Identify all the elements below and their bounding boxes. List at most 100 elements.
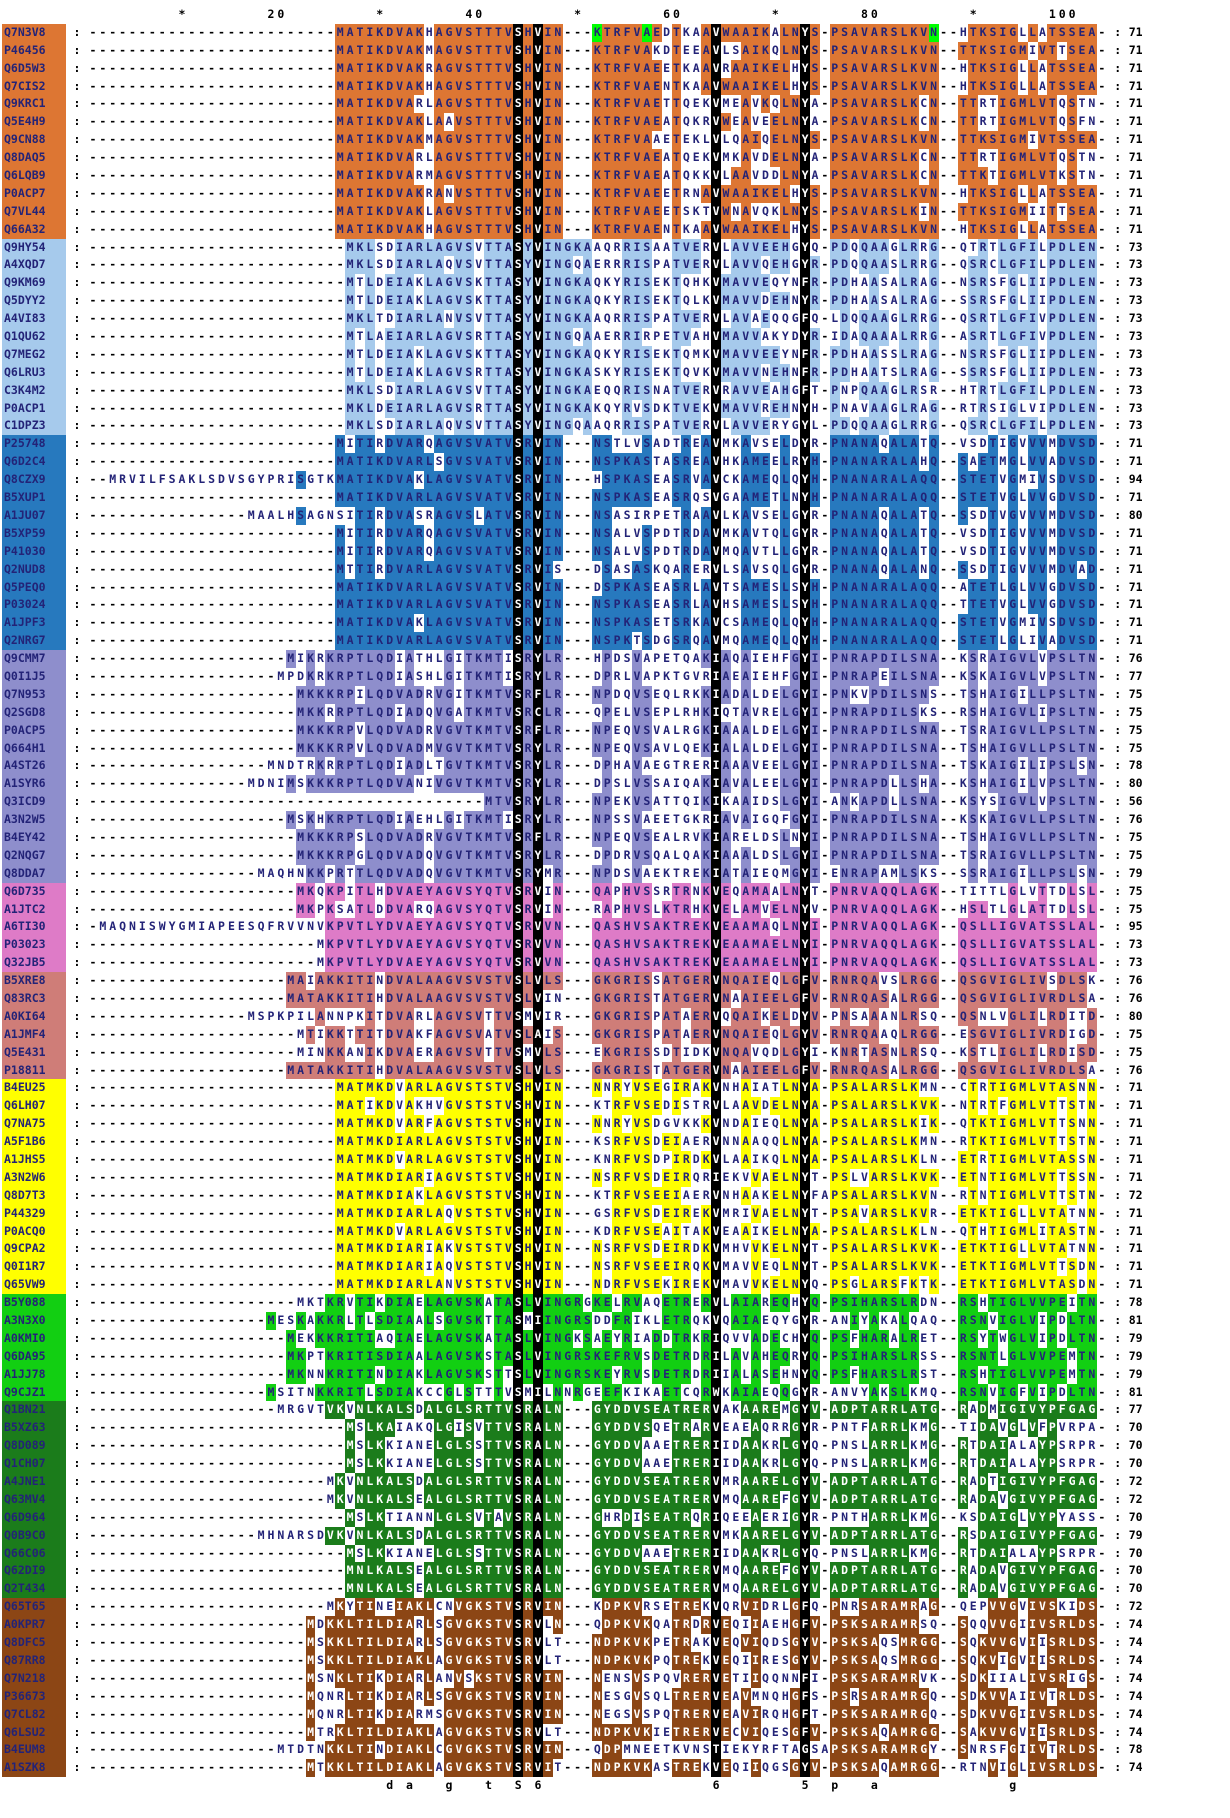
alignment-row[interactable]: P18811: - - - - - - - - - - - - - - - - - - - - M A T A K K I T I H D V A… [2, 1061, 1230, 1080]
alignment-row[interactable]: Q0I1J5: - - - - - - - - - - - - - - - - - - - M P D K R K R P T L Q D I A… [2, 667, 1230, 686]
alignment-row[interactable]: Q1QU62: - - - - - - - - - - - - - - - - - - - - - - - - - - M T L A E I A… [2, 328, 1230, 346]
alignment-row[interactable]: P0ACP7: - - - - - - - - - - - - - - - - - - - - - - - - - M A T I K D V A… [2, 184, 1230, 203]
alignment-row[interactable]: Q8CZX9: - - M R V I L F S A K L S D V S G Y P R I S G T K M A T I K D V A… [2, 471, 1230, 490]
alignment-row[interactable]: Q7MEG2: - - - - - - - - - - - - - - - - - - - - - - - - - - M T L D E I A… [2, 345, 1230, 364]
alignment-row[interactable]: Q7N953: - - - - - - - - - - - - - - - - - - - - - M K K K R P I L Q D V A… [2, 685, 1230, 704]
alignment-row[interactable]: B5XRE8: - - - - - - - - - - - - - - - - - - - - M A I A K K I T I N D V A… [2, 972, 1230, 990]
alignment-row[interactable]: Q664H1: - - - - - - - - - - - - - - - - - - - - - M K K K R P V L Q D V A… [2, 739, 1230, 758]
alignment-row[interactable]: Q6DA95: - - - - - - - - - - - - - - - - - - - - M K P T K R I T I S D I A… [2, 1347, 1230, 1366]
alignment-row[interactable]: A1JMF4: - - - - - - - - - - - - - - - - - - - - - M T I K K T T I T D V A… [2, 1025, 1230, 1044]
alignment-row[interactable]: Q63MV4: - - - - - - - - - - - - - - - - - - - - - - - - M K V N L K A L S… [2, 1490, 1230, 1509]
alignment-row[interactable]: P44329: - - - - - - - - - - - - - - - - - - - - - - - - - M A T M K D I A… [2, 1204, 1230, 1223]
alignment-row[interactable]: C1DPZ3: - - - - - - - - - - - - - - - - - - - - - - - - - - M K L S D I A… [2, 417, 1230, 436]
alignment-row[interactable]: P46456: - - - - - - - - - - - - - - - - - - - - - - - - - M A T I K D V A… [2, 41, 1230, 60]
alignment-row[interactable]: Q62DI9: - - - - - - - - - - - - - - - - - - - - - - - - - - M N L K A L S… [2, 1562, 1230, 1581]
sequence-id: A1JPF3 [2, 614, 66, 633]
alignment-row[interactable]: Q6LRU3: - - - - - - - - - - - - - - - - - - - - - - - - - - M T L D E I A… [2, 363, 1230, 382]
alignment-row[interactable]: A3N2W5: - - - - - - - - - - - - - - - - - - - - M S K H K R P T L Q D I A… [2, 811, 1230, 829]
alignment-row[interactable]: Q2SGD8: - - - - - - - - - - - - - - - - - - - - - M K K R R P T L Q D I A… [2, 703, 1230, 722]
alignment-row[interactable]: Q6D5W3: - - - - - - - - - - - - - - - - - - - - - - - - - M A T I K D V A… [2, 59, 1230, 78]
alignment-row[interactable]: A1JPF3: - - - - - - - - - - - - - - - - - - - - - - - - - M A T I K D V A… [2, 614, 1230, 633]
alignment-row[interactable]: Q9CPA2: - - - - - - - - - - - - - - - - - - - - - - - - - M A T M K D I A… [2, 1240, 1230, 1259]
alignment-row[interactable]: Q5PEQ0: - - - - - - - - - - - - - - - - - - - - - - - - - M A T I K D V A… [2, 578, 1230, 597]
alignment-row[interactable]: P03024: - - - - - - - - - - - - - - - - - - - - - - - - - M A T I K D V A… [2, 596, 1230, 615]
alignment-row[interactable]: Q2T434: - - - - - - - - - - - - - - - - - - - - - - - - - - M N L K A L S… [2, 1580, 1230, 1599]
alignment-row[interactable]: Q65T65: - - - - - - - - - - - - - - - - - - - - - - - - M K Y T I N E I A… [2, 1598, 1230, 1617]
alignment-row[interactable]: A4ST26: - - - - - - - - - - - - - - - - - - M N D T R K R R P T L Q D I A… [2, 757, 1230, 776]
alignment-row[interactable]: A5F1B6: - - - - - - - - - - - - - - - - - - - - - - - - - M A T M K D I A… [2, 1133, 1230, 1152]
alignment-row[interactable]: B5XP59: - - - - - - - - - - - - - - - - - - - - - - - - - M I T I R D V A… [2, 524, 1230, 543]
alignment-row[interactable]: A1JU07: - - - - - - - - - - - - - - - - M A A L H S A G N S I T I R D V A… [2, 506, 1230, 525]
alignment-row[interactable]: Q6LSU2: - - - - - - - - - - - - - - - - - - - - - - M T R K L T I L D I A… [2, 1723, 1230, 1742]
alignment-row[interactable]: Q9CJZ1: - - - - - - - - - - - - - - - - - - M S I T N K K R I T L S D I A… [2, 1383, 1230, 1402]
alignment-row[interactable]: P0ACQ0: - - - - - - - - - - - - - - - - - - - - - - - - - M A T M K D V A… [2, 1222, 1230, 1241]
alignment-row[interactable]: Q2NUD8: - - - - - - - - - - - - - - - - - - - - - - - - - M T T I R D V A… [2, 560, 1230, 579]
alignment-row[interactable]: Q5E4H9: - - - - - - - - - - - - - - - - - - - - - - - - - M A T I K D V A… [2, 113, 1230, 132]
alignment-row[interactable]: C3K4M2: - - - - - - - - - - - - - - - - - - - - - - - - - - M K L S D I A… [2, 381, 1230, 400]
alignment-row[interactable]: Q83RC3: - - - - - - - - - - - - - - - - - - - - M A T A K K I T I H D V A… [2, 989, 1230, 1008]
residue-count: 78 [1128, 758, 1143, 773]
alignment-row[interactable]: Q8DFC5: - - - - - - - - - - - - - - - - - - - - - - M S K K L T I L D I A… [2, 1634, 1230, 1652]
alignment-row[interactable]: P25748: - - - - - - - - - - - - - - - - - - - - - - - - - M I T I R D V A… [2, 435, 1230, 454]
alignment-row[interactable]: A0KPR7: - - - - - - - - - - - - - - - - - - - - - - M D K K L T I L D I A… [2, 1616, 1230, 1635]
alignment-row[interactable]: Q9HY54: - - - - - - - - - - - - - - - - - - - - - - - - - - M K L S D I A… [2, 238, 1230, 257]
alignment-row[interactable]: Q9CN88: - - - - - - - - - - - - - - - - - - - - - - - - - M A T I K D V A… [2, 131, 1230, 150]
alignment-row[interactable]: Q7CL82: - - - - - - - - - - - - - - - - - - - - - - M Q N R L T I K D I A… [2, 1705, 1230, 1724]
alignment-row[interactable]: A1SZK8: - - - - - - - - - - - - - - - - - - - - - - M T K K L T I L D I A… [2, 1759, 1230, 1778]
alignment-row[interactable]: Q9CMM7: - - - - - - - - - - - - - - - - - - - - M I K R K R P T L Q D I A… [2, 650, 1230, 668]
alignment-row[interactable]: Q6D2C4: - - - - - - - - - - - - - - - - - - - - - - - - - M A T I K D V A… [2, 453, 1230, 472]
alignment-row[interactable]: Q8DDA7: - - - - - - - - - - - - - - - - - M A Q H N K K P R T T L Q D V A… [2, 864, 1230, 883]
alignment-row[interactable]: Q2NRG7: - - - - - - - - - - - - - - - - - - - - - - - - - M A T I K D V A… [2, 632, 1230, 651]
alignment-row[interactable]: A1JHS5: - - - - - - - - - - - - - - - - - - - - - - - - - M A T M K D V A… [2, 1151, 1230, 1169]
alignment-row[interactable]: B4EU25: - - - - - - - - - - - - - - - - - - - - - - - - - M A T M K D V A… [2, 1079, 1230, 1098]
alignment-row[interactable]: Q6D735: - - - - - - - - - - - - - - - - - - - - - M K Q K P I T L H D V A… [2, 882, 1230, 901]
alignment-row[interactable]: Q5E431: - - - - - - - - - - - - - - - - - - - - - M I N K K A N I K D V A… [2, 1043, 1230, 1062]
alignment-row[interactable]: P03023: - - - - - - - - - - - - - - - - - - - - - - - M K P V T L Y D V A… [2, 936, 1230, 955]
alignment-row[interactable]: B5XZ63: - - - - - - - - - - - - - - - - - - - - - - - - - - M S L K A I A… [2, 1419, 1230, 1438]
alignment-row[interactable]: Q5DYY2: - - - - - - - - - - - - - - - - - - - - - - - - - - M T L D E I A… [2, 292, 1230, 311]
alignment-row[interactable]: P36673: - - - - - - - - - - - - - - - - - - - - - - M Q N R L T I K D I A… [2, 1687, 1230, 1706]
alignment-row[interactable]: A3N3X0: - - - - - - - - - - - - - - - - - - M E S K A K K R L T L S D I A… [2, 1312, 1230, 1330]
alignment-row[interactable]: B4EY42: - - - - - - - - - - - - - - - - - - - - - M K K K R P S L Q D V A… [2, 828, 1230, 847]
alignment-row[interactable]: B5XUP1: - - - - - - - - - - - - - - - - - - - - - - - - - M A T I K D V A… [2, 489, 1230, 507]
alignment-row[interactable]: Q6LH07: - - - - - - - - - - - - - - - - - - - - - - - - - M A T I K D V A… [2, 1097, 1230, 1116]
alignment-row[interactable]: A4XQD7: - - - - - - - - - - - - - - - - - - - - - - - - - - M K L S D I A… [2, 256, 1230, 275]
alignment-row[interactable]: Q8D089: - - - - - - - - - - - - - - - - - - - - - - - - - - M S L K K I A… [2, 1437, 1230, 1456]
alignment-row[interactable]: Q7CIS2: - - - - - - - - - - - - - - - - - - - - - - - - - M A T I K D V A… [2, 77, 1230, 96]
alignment-row[interactable]: Q0I1R7: - - - - - - - - - - - - - - - - - - - - - - - - - M A T M K D I A… [2, 1258, 1230, 1277]
alignment-row[interactable]: A0KI64: - - - - - - - - - - - - - - - - M S P K P I L A N N P K I T D V A… [2, 1007, 1230, 1026]
alignment-row[interactable]: A4JNE1: - - - - - - - - - - - - - - - - - - - - - - - - M K V N L K A L S… [2, 1473, 1230, 1491]
alignment-row[interactable]: P0ACP5: - - - - - - - - - - - - - - - - - - - - - M K K K R P V L Q D V A… [2, 721, 1230, 740]
alignment-row[interactable]: A1JTC2: - - - - - - - - - - - - - - - - - - - - - M K P K S A T L D D V A… [2, 900, 1230, 919]
alignment-row[interactable]: B5Y088: - - - - - - - - - - - - - - - - - - - - - M K T K R V T I K D I A… [2, 1294, 1230, 1313]
alignment-row[interactable]: A1SYR6: - - - - - - - - - - - - - - - - M D N I M S K K K R P T L Q D V A… [2, 775, 1230, 794]
alignment-row[interactable]: Q8DAQ5: - - - - - - - - - - - - - - - - - - - - - - - - - M A T I K D V A… [2, 149, 1230, 168]
alignment-row[interactable]: Q65VW9: - - - - - - - - - - - - - - - - - - - - - - - - - M A T M K D I A… [2, 1276, 1230, 1295]
alignment-row[interactable]: Q7N3V8: - - - - - - - - - - - - - - - - - - - - - - - - - M A T I K D V A… [2, 23, 1230, 42]
alignment-row[interactable]: Q7VL44: - - - - - - - - - - - - - - - - - - - - - - - - - M A T I K D V A… [2, 202, 1230, 221]
alignment-row[interactable]: A6TI30: - M A Q N I S W Y G M I A P E E S Q F R V V N V K P V T L Y D V A… [2, 918, 1230, 937]
alignment-row[interactable]: Q9KRC1: - - - - - - - - - - - - - - - - - - - - - - - - - M A T I K D V A… [2, 95, 1230, 114]
alignment-row[interactable]: Q7NA75: - - - - - - - - - - - - - - - - - - - - - - - - - M A T M K D V A… [2, 1115, 1230, 1134]
alignment-row[interactable]: Q7N218: - - - - - - - - - - - - - - - - - - - - - - M S N K L T I K D I A… [2, 1669, 1230, 1688]
alignment-row[interactable]: A1JJ78: - - - - - - - - - - - - - - - - - - - - M K N N K R I T I N D I A… [2, 1365, 1230, 1384]
alignment-row[interactable]: P0ACP1: - - - - - - - - - - - - - - - - - - - - - - - - - - M K L D E I A… [2, 399, 1230, 418]
alignment-row[interactable]: B4EUM8: - - - - - - - - - - - - - - - - - - - M T D T N K K L T I N D I A… [2, 1741, 1230, 1760]
alignment-row[interactable]: Q6D964: - - - - - - - - - - - - - - - - - - - - - - - - - - M S L K T I A… [2, 1508, 1230, 1527]
alignment-row[interactable]: Q1CH07: - - - - - - - - - - - - - - - - - - - - - - - - - - M S L K K I A… [2, 1455, 1230, 1474]
alignment-row[interactable]: A0KMI0: - - - - - - - - - - - - - - - - - - - - M E K K K R I T I A Q I A… [2, 1329, 1230, 1348]
alignment-row[interactable]: Q8D7T3: - - - - - - - - - - - - - - - - - - - - - - - - - M A T M K D I A… [2, 1186, 1230, 1205]
alignment-row[interactable]: Q9KM69: - - - - - - - - - - - - - - - - - - - - - - - - - - M T L D E I A… [2, 274, 1230, 293]
alignment-row[interactable]: Q3ICD9: - - - - - - - - - - - - - - - - - - - - - - - - - - - - - - - - -… [2, 793, 1230, 812]
alignment-row[interactable]: Q1BN21: - - - - - - - - - - - - - - - - - - - M R G V T V K V N L K A L S… [2, 1401, 1230, 1420]
alignment-row[interactable]: A3N2W6: - - - - - - - - - - - - - - - - - - - - - - - - - M A T M K D I A… [2, 1168, 1230, 1187]
alignment-row[interactable]: A4VI83: - - - - - - - - - - - - - - - - - - - - - - - - - - M K L T D I A… [2, 310, 1230, 329]
alignment-row[interactable]: Q66C06: - - - - - - - - - - - - - - - - - - - - - - - - - - M S L K K I A… [2, 1544, 1230, 1563]
alignment-row[interactable]: Q0B9C0: - - - - - - - - - - - - - - - - - M H N A R S D V K V N L K A L S… [2, 1526, 1230, 1545]
alignment-row[interactable]: Q66A32: - - - - - - - - - - - - - - - - - - - - - - - - - M A T I K D V A… [2, 220, 1230, 239]
alignment-row[interactable]: Q32JB5: - - - - - - - - - - - - - - - - - - - - - - - M K P V T L Y D V A… [2, 954, 1230, 973]
alignment-row[interactable]: Q87RR8: - - - - - - - - - - - - - - - - - - - - - - M S K K L T I L D I A… [2, 1651, 1230, 1670]
alignment-row[interactable]: P41030: - - - - - - - - - - - - - - - - - - - - - - - - - M I T I R D V A… [2, 542, 1230, 561]
alignment-row[interactable]: Q2NQG7: - - - - - - - - - - - - - - - - - - - - - M K K K R P G L Q D V A… [2, 846, 1230, 865]
alignment-row[interactable]: Q6LQB9: - - - - - - - - - - - - - - - - - - - - - - - - - M A T I K D V A… [2, 167, 1230, 185]
